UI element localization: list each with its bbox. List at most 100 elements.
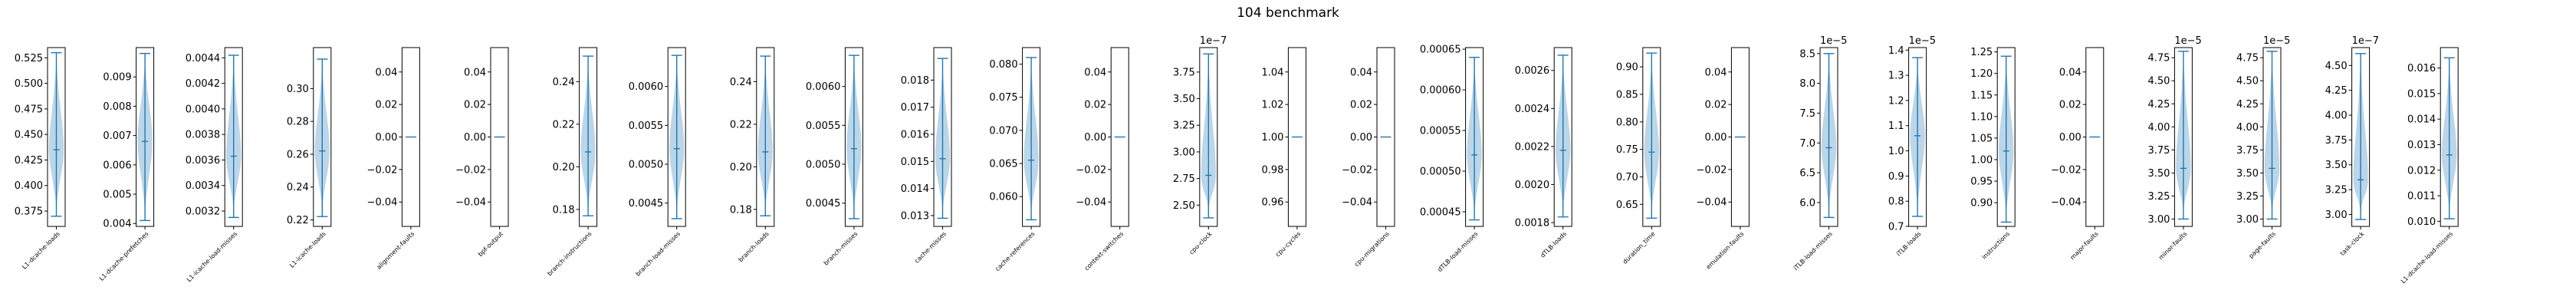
x-category-label: iTLB-load-misses bbox=[1792, 230, 1834, 272]
y-tick-label: 0.0018 bbox=[1515, 218, 1550, 229]
y-tick-label: 0.425 bbox=[15, 155, 43, 167]
y-tick-label: 0.0040 bbox=[186, 104, 221, 115]
y-tick-label: 0.016 bbox=[2407, 63, 2436, 74]
y-tick-label: 0.04 bbox=[1704, 67, 1727, 78]
y-tick-label: 0.0026 bbox=[1515, 65, 1550, 77]
x-category-label: cpu-cycles bbox=[1274, 230, 1302, 258]
subplot-cache-misses: 0.013 0.014 0.015 0.016 0.017 0.018 cache-miss… bbox=[901, 47, 952, 265]
y-tick-label: −0.02 bbox=[367, 164, 398, 176]
subplot-instructions: 0.90 0.95 1.00 1.05 1.10 1.15 1.20 1.25 instruct… bbox=[1970, 47, 2016, 261]
x-category-label: emulation-faults bbox=[1705, 230, 1746, 271]
y-tick-label: 0.00045 bbox=[1420, 206, 1461, 218]
y-tick-label: 0.90 bbox=[1616, 62, 1638, 74]
y-tick-label: 1.04 bbox=[1261, 67, 1283, 78]
x-category-label: minor-faults bbox=[2157, 230, 2188, 261]
y-tick-label: 0.04 bbox=[2059, 67, 2082, 78]
y-tick-label: 0.525 bbox=[15, 53, 43, 64]
x-category-label: cache-references bbox=[994, 230, 1036, 272]
y-tick-label: 1.3 bbox=[1888, 71, 1904, 82]
y-tick-label: 0.95 bbox=[1970, 177, 1993, 188]
subplot-emulation-faults: −0.04 −0.02 0.00 0.02 0.04 emulation-faults bbox=[1697, 47, 1750, 271]
y-tick-label: 0.26 bbox=[287, 149, 309, 160]
y-tick-label: 0.65 bbox=[1616, 200, 1638, 211]
y-tick-label: 0.22 bbox=[287, 215, 309, 226]
y-tick-label: 3.25 bbox=[2147, 191, 2170, 203]
y-tick-label: 0.04 bbox=[375, 67, 397, 78]
y-tick-label: 0.00060 bbox=[1420, 85, 1461, 97]
subplot-cpu-clock: 2.50 2.75 3.00 3.25 3.50 3.75 1e−7 cpu-clock bbox=[1173, 35, 1227, 256]
y-tick-label: 0.070 bbox=[989, 125, 1017, 137]
subplot-task-clock: 3.00 3.25 3.50 3.75 4.00 4.25 4.50 1e−7 task-clo… bbox=[2325, 35, 2379, 257]
x-category-label: dTLB-load-misses bbox=[1436, 230, 1479, 273]
subplot-alignment-faults: −0.04 −0.02 0.00 0.02 0.04 alignment-faults bbox=[367, 47, 420, 271]
subplot-branch-load-misses: 0.0045 0.0050 0.0055 0.0060 branch-load-miss… bbox=[629, 47, 686, 278]
y-tick-label: 0.0060 bbox=[806, 81, 841, 93]
y-tick-label: 1.2 bbox=[1888, 95, 1904, 107]
y-tick-label: −0.02 bbox=[1076, 164, 1106, 176]
y-tick-label: 0.18 bbox=[730, 204, 752, 216]
y-offset-label: 1e−5 bbox=[2174, 35, 2201, 47]
x-category-label: cpu-migrations bbox=[1353, 230, 1391, 268]
x-category-label: branch-misses bbox=[823, 230, 859, 266]
y-tick-label: 3.00 bbox=[2236, 214, 2259, 226]
y-tick-label: 4.50 bbox=[2236, 76, 2259, 87]
y-tick-label: 4.75 bbox=[2236, 53, 2259, 64]
y-tick-label: 0.02 bbox=[1704, 100, 1727, 111]
x-category-label: L1-dcache-prefetches bbox=[98, 230, 150, 282]
subplot-branch-instructions: 0.18 0.20 0.22 0.24 branch-instructions bbox=[546, 47, 598, 277]
y-tick-label: 1.00 bbox=[1970, 154, 1993, 166]
y-tick-label: 0.018 bbox=[901, 75, 929, 87]
x-category-label: context-switches bbox=[1083, 230, 1125, 272]
y-tick-label: 0.075 bbox=[989, 92, 1017, 104]
chart-title: 104 benchmark bbox=[1237, 5, 1339, 21]
y-tick-label: 0.00065 bbox=[1420, 45, 1461, 56]
y-tick-label: 0.80 bbox=[1616, 117, 1638, 128]
y-tick-label: 3.00 bbox=[2325, 210, 2348, 221]
y-tick-label: 1.05 bbox=[1970, 133, 1993, 144]
y-tick-label: 3.50 bbox=[1173, 94, 1195, 105]
y-tick-label: 0.475 bbox=[15, 104, 43, 115]
y-tick-label: 3.25 bbox=[1173, 120, 1195, 132]
x-category-label: task-clock bbox=[2339, 230, 2366, 257]
y-tick-label: −0.04 bbox=[1076, 197, 1106, 209]
y-tick-label: 0.0044 bbox=[186, 53, 221, 64]
y-tick-label: 0.24 bbox=[553, 77, 575, 88]
subplot-cpu-migrations: −0.04 −0.02 0.00 0.02 0.04 cpu-migrations bbox=[1342, 47, 1395, 268]
y-tick-label: 0.24 bbox=[287, 182, 309, 193]
y-tick-label: 0.30 bbox=[287, 84, 309, 95]
y-tick-label: 0.00 bbox=[1084, 132, 1106, 144]
y-tick-label: 2.75 bbox=[1173, 173, 1195, 185]
y-tick-label: 0.008 bbox=[103, 101, 131, 113]
y-tick-label: 3.00 bbox=[2147, 214, 2170, 226]
y-tick-label: 0.015 bbox=[2407, 88, 2436, 100]
y-tick-label: 0.00 bbox=[375, 132, 397, 144]
y-tick-label: 0.20 bbox=[730, 162, 752, 173]
y-tick-label: 6.0 bbox=[1799, 197, 1815, 209]
y-tick-label: 3.25 bbox=[2236, 191, 2259, 203]
y-tick-label: 0.00 bbox=[464, 132, 486, 144]
y-tick-label: 4.75 bbox=[2147, 53, 2170, 64]
subplot-minor-faults: 3.00 3.25 3.50 3.75 4.00 4.25 4.50 4.75 1e−5 mino… bbox=[2147, 35, 2201, 261]
y-tick-label: 0.00 bbox=[1704, 132, 1727, 144]
subplot-bpf-output: −0.04 −0.02 0.00 0.02 0.04 bpf-output bbox=[455, 47, 509, 258]
x-category-label: L1-icache-load-misses bbox=[186, 230, 238, 283]
y-tick-label: 4.00 bbox=[2325, 111, 2348, 122]
y-tick-label: 0.00 bbox=[1350, 132, 1372, 144]
y-tick-label: 0.75 bbox=[1616, 144, 1638, 156]
y-tick-label: 0.02 bbox=[1350, 100, 1372, 111]
subplot-page-faults: 3.00 3.25 3.50 3.75 4.00 4.25 4.50 4.75 1e−5 page… bbox=[2236, 35, 2290, 259]
y-tick-label: 1.10 bbox=[1970, 111, 1993, 123]
y-tick-label: 0.04 bbox=[1084, 67, 1106, 78]
subplot-L1-icache-loads: 0.22 0.24 0.26 0.28 0.30 L1-icache-loads bbox=[287, 47, 332, 269]
x-category-label: L1-dcache-load-misses bbox=[2400, 230, 2454, 285]
x-category-label: instructions bbox=[1981, 230, 2011, 260]
y-tick-label: 0.0055 bbox=[629, 120, 664, 132]
y-tick-label: 1.25 bbox=[1970, 47, 1993, 58]
y-tick-label: 7.0 bbox=[1799, 138, 1815, 150]
y-tick-label: 0.013 bbox=[901, 210, 929, 222]
y-tick-label: 0.009 bbox=[103, 72, 131, 84]
y-tick-label: 0.0060 bbox=[629, 81, 664, 93]
y-tick-label: 0.85 bbox=[1616, 89, 1638, 101]
y-tick-label: 2.50 bbox=[1173, 200, 1195, 212]
y-tick-label: 1.4 bbox=[1888, 45, 1904, 57]
